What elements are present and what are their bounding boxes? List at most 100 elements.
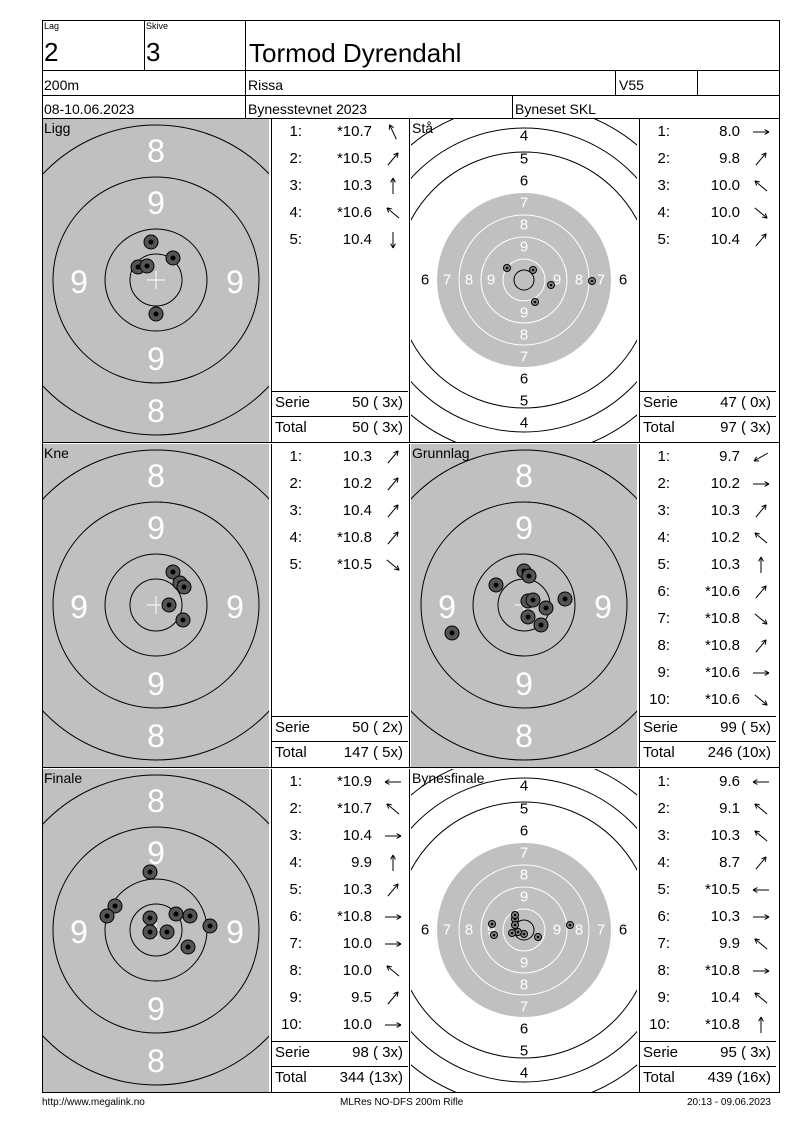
direction-arrow-icon	[390, 232, 396, 249]
serie-row: Serie 50 ( 3x)	[272, 394, 406, 412]
shot-value: *10.6	[336, 204, 372, 221]
shot-row: 4: 9.9	[272, 854, 408, 872]
ring-label: 5	[520, 393, 528, 410]
serie-row: Serie 98 ( 3x)	[272, 1044, 406, 1062]
kne-target: 8 9 9 9 9 8 Kne	[43, 444, 269, 767]
direction-arrow-icon	[387, 504, 399, 518]
shot-value: 10.3	[710, 556, 740, 573]
ring-label: 9	[70, 589, 88, 625]
target-ring-inner-2	[480, 886, 568, 974]
shot-number: 3:	[657, 827, 670, 844]
direction-arrow-icon	[754, 180, 768, 192]
ligg-label: Ligg	[44, 120, 71, 136]
direction-arrow-icon	[754, 532, 768, 544]
club: Rissa	[248, 77, 284, 93]
ring-label: 9	[226, 264, 244, 300]
shot-number: 2:	[289, 150, 302, 167]
ring-label: 9	[147, 991, 165, 1027]
shot-center	[531, 268, 535, 272]
direction-arrow-icon	[385, 941, 402, 947]
shot-center	[536, 935, 540, 939]
shot-center	[164, 929, 170, 935]
ring-label: 7	[597, 922, 605, 939]
ring-label: 9	[147, 835, 165, 871]
shot-center	[590, 279, 594, 283]
shot-row: 1: *10.9	[272, 773, 408, 791]
shot-row: 3: 10.4	[272, 827, 408, 845]
direction-arrow-icon	[752, 779, 769, 785]
shot-number: 4:	[289, 854, 302, 871]
shot-center	[181, 584, 187, 590]
ring-label: 7	[443, 922, 451, 939]
serie-row: Serie 50 ( 2x)	[272, 719, 406, 737]
ring-label: 7	[520, 999, 528, 1016]
shot-row: 7: *10.8	[640, 610, 776, 628]
shot-value: 8.0	[719, 123, 740, 140]
shooter-name: Tormod Dyrendahl	[249, 38, 462, 68]
ligg-target: 8 9 9 9 9 8 Ligg	[43, 119, 269, 442]
shot-center	[135, 264, 141, 270]
shot-center	[166, 602, 172, 608]
shot-row: 8: *10.8	[640, 637, 776, 655]
direction-arrow-icon	[753, 968, 770, 974]
ring-label: 7	[443, 272, 451, 289]
direction-arrow-icon	[753, 914, 770, 920]
shot-value: *10.8	[704, 962, 740, 979]
target-ring-4	[129, 253, 183, 307]
target-ring-2	[52, 501, 260, 709]
shot-value: 10.3	[710, 502, 740, 519]
shot-value: *10.6	[704, 583, 740, 600]
shot-value: 10.3	[342, 177, 372, 194]
shot-value: *10.8	[704, 637, 740, 654]
direction-arrow-icon	[388, 124, 397, 140]
ring-label: 5	[520, 1043, 528, 1060]
lag-value: 2	[44, 37, 59, 67]
shot-number: 4:	[657, 529, 670, 546]
shot-center	[112, 903, 118, 909]
shot-row: 8: 10.0	[272, 962, 408, 980]
shot-value: 10.0	[710, 204, 740, 221]
target-ring-2	[420, 501, 628, 709]
ring-label: 8	[147, 458, 165, 494]
shot-center	[533, 300, 537, 304]
target-ring-3	[104, 228, 208, 332]
ring-label: 9	[520, 889, 528, 906]
shot-number: 3:	[289, 827, 302, 844]
shot-value: *10.5	[336, 556, 372, 573]
serie-label: Serie	[643, 394, 679, 411]
shot-center	[562, 596, 568, 602]
serie-row: Serie 95 ( 3x)	[640, 1044, 774, 1062]
shot-value: 10.0	[710, 177, 740, 194]
shot-row: 4: 10.2	[640, 529, 776, 547]
shot-value: *10.6	[704, 664, 740, 681]
direction-arrow-icon	[754, 613, 768, 625]
ring-label: 8	[465, 922, 473, 939]
total-label: Total	[275, 419, 307, 436]
direction-arrow-icon	[390, 854, 396, 871]
ring-label: 7	[520, 349, 528, 366]
shot-center	[522, 932, 526, 936]
shot-center	[516, 930, 520, 934]
ring-label: 8	[515, 458, 533, 494]
shot-center	[490, 922, 494, 926]
ring-label: 8	[147, 783, 165, 819]
shot-row: 4: 10.0	[640, 204, 776, 222]
serie-label: Serie	[275, 394, 311, 411]
shot-number: 3:	[657, 502, 670, 519]
ring-label: 9	[147, 185, 165, 221]
shot-number: 1:	[657, 773, 670, 790]
finale-label: Finale	[44, 770, 83, 786]
serie-row: Serie 99 ( 5x)	[640, 719, 774, 737]
shot-number: 7:	[657, 935, 670, 952]
shot-center	[180, 617, 186, 623]
serie-label: Serie	[643, 719, 679, 736]
target-ring-outer-3	[411, 127, 637, 433]
sta-label: Stå	[412, 120, 434, 136]
skive-value: 3	[146, 37, 161, 67]
total-row: Total 97 ( 3x)	[640, 419, 774, 437]
shot-row: 5: *10.5	[640, 881, 776, 899]
shot-row: 2: *10.5	[272, 150, 408, 168]
total-value: 439 (16x)	[707, 1069, 771, 1086]
total-row: Total 344 (13x)	[272, 1069, 406, 1087]
